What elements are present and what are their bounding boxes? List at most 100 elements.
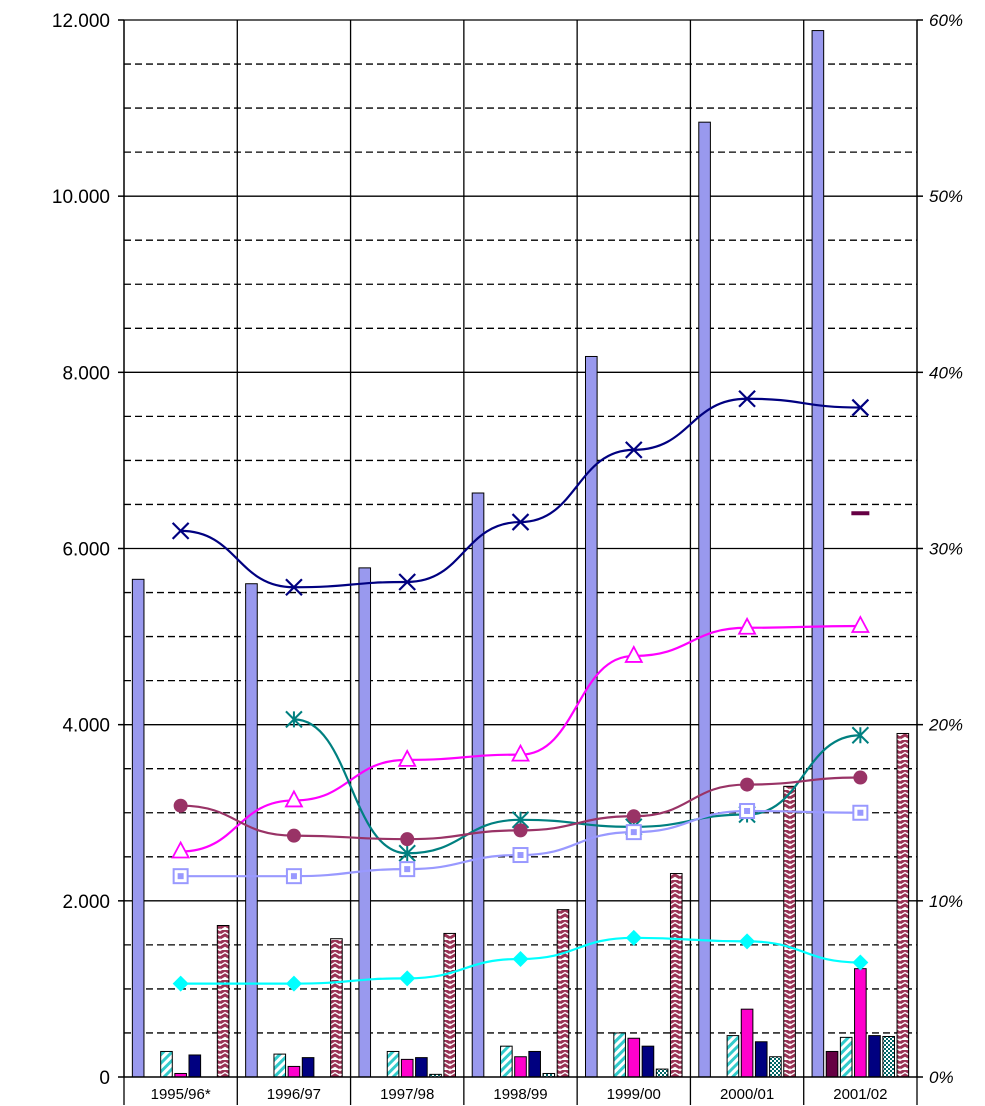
y-right-tick-label: 60% (929, 11, 963, 30)
x-tick-label: 1996/97 (267, 1086, 321, 1103)
axes (118, 19, 923, 1105)
line-point (171, 522, 190, 540)
y-left-tick-label: 4.000 (62, 716, 110, 737)
bar (754, 1041, 768, 1078)
bar (769, 1056, 782, 1078)
line-point (630, 829, 637, 836)
bar (273, 1053, 287, 1078)
line-point (625, 929, 642, 946)
bar (301, 1057, 315, 1078)
line-point (398, 844, 416, 862)
line-point (624, 645, 644, 663)
line-point (285, 710, 303, 729)
bar (627, 1037, 641, 1078)
line-point (851, 726, 870, 744)
line-point (740, 777, 755, 792)
bar (839, 1036, 853, 1078)
line-point (398, 573, 416, 591)
line-point (511, 513, 530, 531)
line-point (400, 832, 415, 847)
bar (415, 1057, 428, 1078)
line-point (404, 866, 411, 873)
y-left-tick-label: 12.000 (52, 11, 110, 32)
line-point (851, 398, 870, 417)
y-right-tick-label: 50% (929, 187, 963, 206)
bar (726, 1035, 740, 1078)
line-point (512, 950, 529, 967)
gridlines (124, 19, 917, 1077)
line-series (293, 718, 861, 855)
line-point (286, 828, 301, 843)
bar (358, 567, 372, 1078)
bar (868, 1035, 881, 1078)
line-point (399, 970, 416, 987)
line-point (173, 798, 188, 813)
bar (160, 1050, 173, 1078)
line-point (285, 975, 302, 992)
line-series (180, 397, 861, 589)
bar (740, 1008, 754, 1078)
line-point (284, 789, 304, 808)
bar (400, 1058, 414, 1078)
bar-series-group (131, 30, 910, 1078)
line-point (853, 770, 868, 785)
bar (641, 1045, 655, 1078)
line-point (857, 809, 864, 816)
line-point (625, 441, 643, 459)
bar (500, 1045, 513, 1078)
y-right-tick-label: 0% (929, 1068, 954, 1087)
bar (131, 578, 145, 1078)
bar (825, 1050, 839, 1078)
bar (882, 1035, 895, 1078)
x-tick-label: 1999/00 (607, 1086, 661, 1103)
bar (556, 909, 570, 1078)
line-point (177, 873, 184, 880)
line-point (850, 615, 870, 633)
bar (655, 1068, 669, 1078)
bar (896, 732, 910, 1078)
y-left-tick-label: 6.000 (62, 540, 110, 561)
x-tick-label: 1995/96* (151, 1086, 211, 1103)
bar (669, 873, 683, 1078)
bar (287, 1065, 301, 1078)
y-right-tick-label: 30% (929, 540, 963, 559)
y-left-tick-label: 0 (99, 1068, 110, 1089)
x-tick-label: 1998/99 (493, 1086, 547, 1103)
bar (528, 1050, 541, 1078)
bar (188, 1054, 202, 1078)
line-point (172, 975, 189, 992)
bar (613, 1032, 626, 1078)
line-point (626, 809, 641, 824)
x-tick-label: 1997/98 (380, 1086, 434, 1103)
line-point (744, 807, 751, 814)
bar (386, 1050, 400, 1078)
bar (514, 1056, 527, 1078)
bar (783, 785, 796, 1078)
x-tick-label: 2000/01 (720, 1086, 774, 1103)
y-left-tick-label: 8.000 (62, 363, 110, 384)
y-left-tick-label: 2.000 (62, 892, 110, 913)
y-right-tick-label: 40% (929, 363, 963, 382)
bar (330, 938, 343, 1078)
bar (216, 924, 230, 1078)
line-point (852, 954, 869, 971)
line-point (171, 840, 191, 859)
line-point (285, 578, 303, 597)
y-right-tick-label: 10% (929, 892, 963, 911)
tick-labels: 0 2.000 4.000 6.000 8.000 10.000 12.000 0% 10% 20… (52, 11, 963, 1103)
line-point (290, 873, 297, 880)
line-point (738, 389, 756, 408)
y-left-tick-label: 10.000 (52, 187, 110, 208)
bar (698, 121, 711, 1078)
line-point (517, 852, 524, 859)
bar (811, 30, 825, 1078)
line-point (511, 743, 530, 762)
bar (854, 968, 867, 1078)
y-right-tick-label: 20% (928, 716, 963, 735)
line-point (513, 823, 528, 838)
bar (443, 932, 457, 1078)
line-point (737, 616, 757, 635)
bar (471, 492, 485, 1078)
line-series-group (171, 389, 870, 992)
